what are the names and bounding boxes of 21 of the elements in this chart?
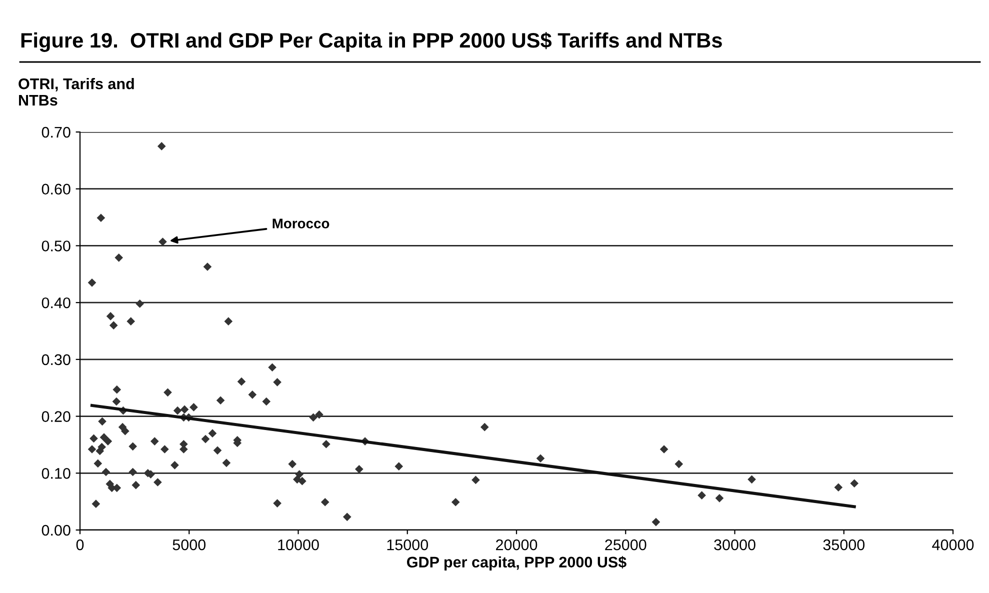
y-tick-label: 0.40 [42,297,70,308]
y-tick-label: 0.30 [42,354,70,366]
x-tick-label: 5000 [172,539,206,550]
chart-title: Figure 19. OTRI and GDP Per Capita in PPP 2000 US$ Tariffs and NTBs [21,32,722,52]
y-tick-label: 0.00 [42,524,70,536]
x-tick-label: 40000 [932,539,974,550]
x-tick-label: 10000 [278,539,319,550]
x-tick-label: 25000 [605,539,646,550]
x-tick-label: 15000 [387,539,428,550]
annotation: Morocco [272,218,330,228]
x-tick-label: 20000 [496,539,538,550]
y-tick-label: 0.60 [42,184,70,195]
y-tick-label: 0.10 [42,468,70,479]
x-tick-label: 35000 [823,539,865,550]
y-tick-label: 0.20 [42,411,70,422]
x-axis-title: GDP per capita, PPP 2000 US$ [407,556,626,571]
y-tick-label: 0.70 [42,126,70,138]
y-axis-title: OTRI, Tarifs and NTBs [18,78,134,106]
y-tick-label: 0.50 [42,240,70,252]
x-tick-label: 30000 [714,539,756,550]
x-tick-label: 0 [76,539,84,550]
